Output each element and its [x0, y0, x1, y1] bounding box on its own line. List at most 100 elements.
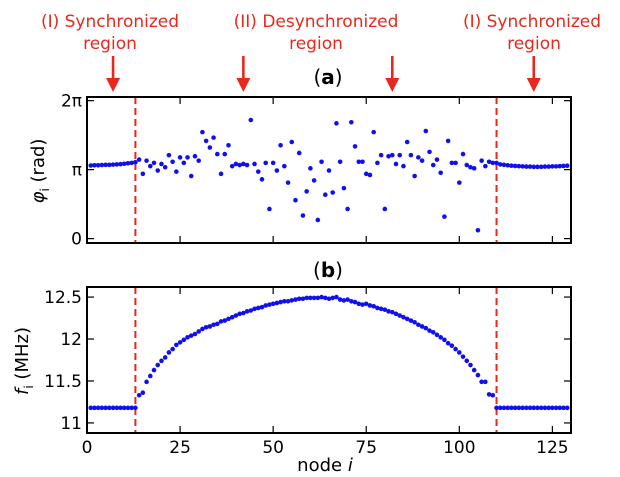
annotation-1-line1: (I) Synchronized	[41, 12, 179, 32]
panel-b-point	[550, 405, 555, 411]
panel-a-point	[155, 168, 161, 173]
panel-b-point	[527, 405, 533, 411]
panel-a-point	[237, 162, 242, 168]
panel-a-point	[215, 151, 220, 157]
panel-b-point	[367, 303, 373, 308]
panel-b-point	[326, 296, 332, 302]
panel-a-point	[438, 170, 443, 176]
panel-b-point	[252, 306, 257, 312]
annotation-1-line2: region	[83, 34, 137, 54]
panel-b-point	[505, 405, 511, 411]
panel-a-point	[524, 164, 529, 169]
panel-a-point	[274, 168, 280, 173]
panel-a-point	[270, 160, 276, 166]
panel-b-point	[274, 300, 280, 306]
panel-a-point	[509, 163, 514, 169]
panel-b-point	[386, 309, 391, 314]
panel-b-point	[259, 304, 265, 310]
panel-b-point	[363, 301, 369, 307]
panel-b-point	[192, 331, 198, 337]
panel-a-point	[311, 178, 317, 183]
panel-b-point	[475, 372, 481, 378]
panel-a-point	[445, 138, 451, 144]
panel-a-point	[505, 162, 511, 168]
panel-b-point	[308, 295, 313, 301]
panel-a-point	[371, 129, 376, 135]
panel-a-point	[497, 162, 503, 167]
panel-a-point	[352, 144, 358, 149]
panel-a-point	[430, 162, 436, 168]
panel-b-point	[311, 295, 317, 301]
annotation-2-line1: (II) Desynchronized	[234, 12, 399, 32]
panel-a-point	[110, 162, 116, 167]
panel-b-ytick-label: 11	[60, 414, 82, 434]
panel-b-point	[535, 405, 540, 411]
panel-b-xtick-label: 75	[355, 438, 377, 458]
panel-a-point	[486, 159, 492, 165]
panel-a-point	[99, 162, 105, 168]
panel-a-point	[356, 159, 362, 165]
panel-a-point	[512, 163, 518, 169]
panel-a-point	[527, 164, 533, 169]
panel-b-point	[542, 405, 548, 411]
panel-b-point	[557, 405, 563, 411]
panel-a-point	[330, 190, 336, 195]
panel-b-point	[516, 405, 522, 411]
panel-a-point	[397, 152, 403, 158]
panel-a-point	[136, 157, 142, 162]
panel-a-point	[550, 164, 555, 169]
panel-a-point	[434, 157, 440, 162]
panel-a-point	[308, 166, 313, 171]
panel-b-point	[397, 313, 403, 318]
panel-b-point	[215, 321, 220, 327]
panel-b-point	[449, 343, 455, 349]
panel-b-point	[207, 324, 213, 329]
panel-b-point	[483, 379, 488, 385]
panel-b-point	[118, 405, 123, 411]
panel-b-point	[490, 392, 496, 398]
panel-b-point	[494, 405, 499, 411]
panel-a-point	[218, 171, 224, 177]
panel-b-point	[352, 299, 358, 305]
panel-b-xlabel: node i	[297, 455, 353, 476]
panel-b-point	[416, 322, 421, 328]
panel-b-point	[237, 311, 242, 317]
panel-a-point	[334, 121, 339, 126]
panel-b-point	[263, 303, 269, 308]
panel-b-point	[229, 314, 235, 320]
panel-b-point	[114, 405, 120, 411]
panel-b-point	[92, 405, 97, 411]
panel-a-ytick-label: 2π	[61, 92, 82, 112]
panel-b-point	[174, 342, 179, 348]
panel-b-point	[457, 350, 462, 355]
panel-a-point	[375, 160, 380, 166]
panel-a-point	[188, 173, 194, 179]
panel-a-point	[453, 160, 458, 166]
panel-b-title: (b)	[313, 258, 343, 282]
panel-b-point	[408, 318, 414, 323]
panel-a-point	[494, 160, 499, 166]
panel-a-point	[531, 164, 537, 170]
panel-a-point	[129, 160, 134, 166]
panel-b-point	[278, 299, 283, 305]
panel-a-point	[304, 189, 309, 194]
annotation-arrow-head	[106, 78, 121, 92]
panel-b-point	[337, 297, 343, 302]
panel-a-point	[475, 227, 481, 233]
panel-b-point	[315, 295, 321, 301]
panel-b-xtick-label: 125	[536, 438, 568, 458]
panel-a-point	[367, 172, 373, 178]
panel-a-point	[382, 206, 388, 212]
panel-b-ytick-label: 12	[60, 330, 82, 350]
panel-a-point	[278, 143, 283, 148]
panel-b-point	[267, 302, 272, 307]
panel-a-point	[389, 152, 395, 158]
panel-a-point	[535, 164, 540, 170]
panel-b-point	[468, 362, 473, 368]
annotation-2-line2: region	[289, 34, 343, 54]
panel-b-point	[509, 405, 514, 411]
panel-b-point	[140, 390, 146, 396]
panel-a-point	[125, 161, 131, 166]
panel-b-point	[155, 362, 161, 368]
